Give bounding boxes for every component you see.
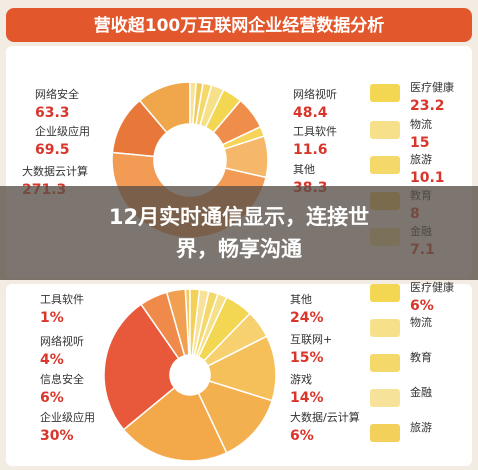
pie-slice (122, 386, 228, 462)
pie-slice (189, 81, 197, 125)
category-label: 金融 (410, 385, 432, 399)
category-label: 网络视听 (40, 334, 84, 348)
title: 营收超100万互联网企业经营数据分析 (94, 15, 385, 36)
legend-swatch (370, 156, 400, 174)
category-label: 医疗健康 (410, 80, 454, 94)
value-label: 15 (410, 135, 429, 151)
category-label: 网络安全 (35, 87, 79, 101)
value-label: 14% (290, 390, 324, 406)
category-label: 旅游 (410, 152, 432, 166)
legend-swatch (370, 354, 400, 372)
value-label: 15% (290, 350, 324, 366)
legend-swatch (370, 284, 400, 302)
value-label: 48.4 (293, 105, 328, 121)
pie-slice (103, 303, 180, 431)
category-label: 工具软件 (40, 292, 84, 306)
value-label: 6% (40, 390, 64, 406)
title-bar (6, 8, 472, 42)
category-label: 大数据/云计算 (290, 410, 360, 424)
category-label: 网络视听 (293, 87, 337, 101)
category-label: 大数据云计算 (22, 164, 88, 178)
category-label: 医疗健康 (410, 280, 454, 294)
category-label: 游戏 (290, 373, 312, 386)
value-label: 69.5 (35, 142, 70, 158)
pie-slice (197, 380, 274, 454)
value-label: 1% (40, 310, 64, 326)
legend-swatch (370, 389, 400, 407)
legend-swatch (370, 319, 400, 337)
category-label: 教育 (410, 350, 432, 364)
category-label: 信息安全 (40, 372, 84, 386)
overlay-banner: 12月实时通信显示，连接世界，畅享沟通 (0, 186, 478, 280)
category-label: 物流 (410, 117, 432, 131)
category-label: 企业级应用 (35, 124, 90, 138)
legend-swatch (370, 121, 400, 139)
value-label: 10.1 (410, 170, 445, 186)
category-label: 物流 (410, 315, 432, 329)
category-label: 旅游 (410, 420, 432, 434)
value-label: 4% (40, 352, 64, 368)
pie-slice (189, 288, 201, 356)
legend-swatch (370, 424, 400, 442)
category-label: 企业级应用 (40, 410, 95, 424)
value-label: 24% (290, 310, 324, 326)
legend-swatch (370, 84, 400, 102)
value-label: 23.2 (410, 98, 445, 114)
overlay-text: 12月实时通信显示，连接世界，畅享沟通 (108, 205, 370, 261)
value-label: 30% (40, 428, 74, 444)
category-label: 工具软件 (293, 124, 337, 138)
category-label: 其他 (293, 163, 315, 176)
value-label: 6% (410, 298, 434, 314)
category-label: 互联网+ (290, 333, 332, 346)
value-label: 11.6 (293, 142, 328, 158)
value-label: 6% (290, 428, 314, 444)
value-label: 63.3 (35, 105, 70, 121)
category-label: 其他 (290, 293, 312, 306)
